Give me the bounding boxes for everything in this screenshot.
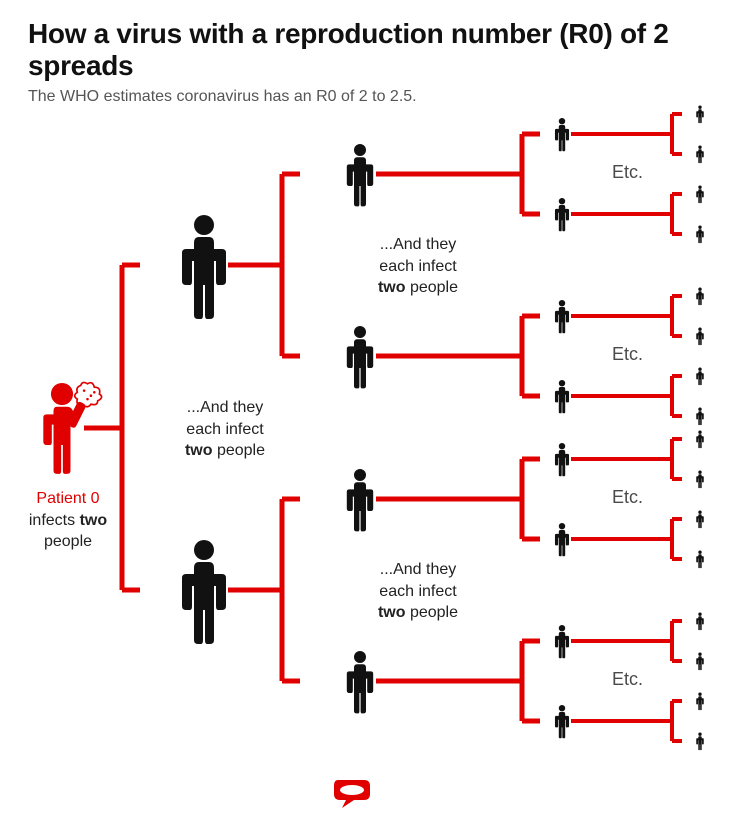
person-l3-icon [555, 300, 569, 333]
patient0-bold-two: two [80, 512, 108, 529]
caption-level1: ...And they each infect two people [165, 397, 285, 462]
person-l2-icon [347, 651, 373, 713]
person-l3-icon [555, 198, 569, 231]
person-l3-icon [555, 443, 569, 476]
person-l1-icon [182, 540, 226, 644]
l1-line1: ...And they [187, 399, 264, 416]
l1-bold-two: two [185, 442, 213, 459]
l2l-line2: each infect [379, 583, 456, 600]
person-l4-icon [696, 693, 703, 711]
person-l4-icon [696, 146, 703, 164]
patient0-accent-text: Patient 0 [36, 490, 99, 507]
patient0-line2-prefix: infects [29, 512, 80, 529]
person-l3-icon [555, 380, 569, 413]
etc-label-1: Etc. [612, 162, 643, 183]
caption-level2-upper: ...And they each infect two people [358, 234, 478, 299]
l2l-line1: ...And they [380, 561, 457, 578]
people-icons [43, 106, 703, 751]
person-l4-icon [696, 288, 703, 306]
person-l2-icon [347, 326, 373, 388]
person-l2-icon [347, 469, 373, 531]
person-l4-icon [696, 226, 703, 244]
person-l3-icon [555, 118, 569, 151]
l2u-bold-two: two [378, 279, 406, 296]
l2u-line1: ...And they [380, 236, 457, 253]
person-l3-icon [555, 705, 569, 738]
caption-level2-lower: ...And they each infect two people [358, 559, 478, 624]
person-l4-icon [696, 408, 703, 426]
l1-suffix: people [213, 442, 266, 459]
caption-patient0: Patient 0 infects two people [18, 488, 118, 553]
person-l4-icon [696, 511, 703, 529]
person-l4-icon [696, 471, 703, 489]
person-l4-icon [696, 328, 703, 346]
l1-line2: each infect [186, 421, 263, 438]
l2l-bold-two: two [378, 604, 406, 621]
etc-label-2: Etc. [612, 344, 643, 365]
l2l-suffix: people [406, 604, 459, 621]
person-l4-icon [696, 431, 703, 449]
spread-diagram [0, 0, 754, 814]
person-l3-icon [555, 625, 569, 658]
patient0-line3: people [44, 533, 92, 550]
person-l4-icon [696, 613, 703, 631]
person-l4-icon [696, 368, 703, 386]
person-l4-icon [696, 653, 703, 671]
infographic-page: How a virus with a reproduction number (… [0, 0, 754, 814]
person-l1-icon [182, 215, 226, 319]
person-l4-icon [696, 106, 703, 124]
l2u-suffix: people [406, 279, 459, 296]
person-l4-icon [696, 733, 703, 751]
person-l2-icon [347, 144, 373, 206]
etc-label-3: Etc. [612, 487, 643, 508]
l2u-line2: each infect [379, 258, 456, 275]
etc-label-4: Etc. [612, 669, 643, 690]
person-l3-icon [555, 523, 569, 556]
person-l4-icon [696, 186, 703, 204]
conversation-logo-icon [334, 780, 370, 808]
person-l4-icon [696, 551, 703, 569]
